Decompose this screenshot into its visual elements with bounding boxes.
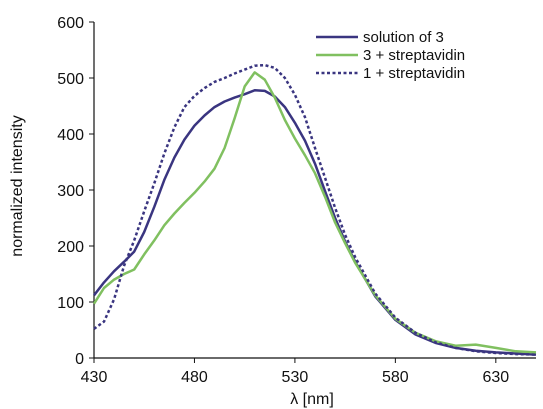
x-tick-label: 480 [181,369,208,386]
legend-label: 1 + streptavidin [363,65,465,82]
y-tick-label: 600 [57,15,84,32]
legend-label: solution of 3 [363,29,444,46]
series-line [93,89,537,356]
x-tick-label: 630 [482,369,509,386]
series-line [92,71,537,354]
y-axis-title: normalized intensity [9,115,26,256]
y-tick-label: 0 [75,351,84,368]
x-axis-title: λ [nm] [290,391,334,408]
y-tick-label: 200 [57,239,84,256]
series-line [93,63,537,356]
x-tick-label: 580 [382,369,409,386]
y-tick-label: 400 [57,127,84,144]
legend-label: 3 + streptavidin [363,47,465,64]
x-tick-label: 430 [81,369,108,386]
y-tick-label: 100 [57,295,84,312]
axes: 0 100 200 300 400 500 600 430 480 530 580 630 [57,15,536,386]
x-tick-label: 530 [282,369,309,386]
y-tick-label: 500 [57,71,84,88]
plot-lines [92,63,537,356]
y-tick-label: 300 [57,183,84,200]
